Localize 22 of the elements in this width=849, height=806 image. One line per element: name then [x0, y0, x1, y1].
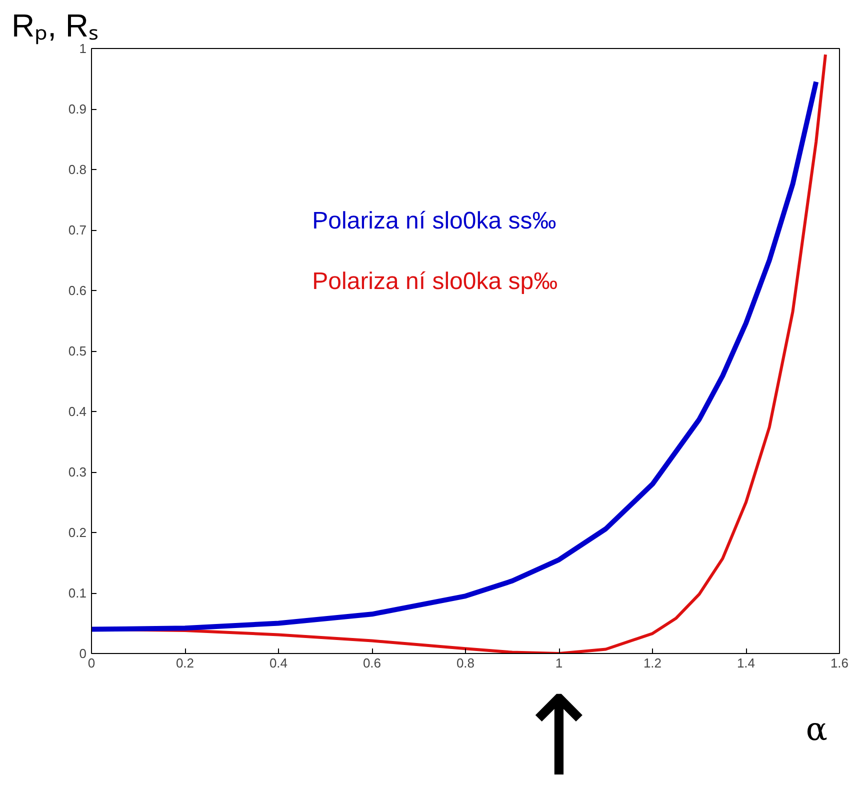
y-tick-label: 0.6 [68, 283, 87, 298]
y-tick-label: 0.1 [68, 586, 87, 600]
y-tick-label: 0.3 [68, 464, 87, 480]
x-tick-label: 1.6 [830, 656, 849, 670]
text: Polariza ní slo0ka sp‰ [312, 268, 558, 295]
x-tick-label: 0.2 [176, 656, 194, 670]
y-tick-label: 0.4 [68, 404, 87, 419]
y-tick-label: 0.9 [68, 102, 87, 116]
y-tick-label: 0.8 [68, 162, 87, 177]
y-tick-label: 0.5 [68, 344, 87, 358]
y-tick-label: 0 [79, 646, 87, 661]
text: Polariza ní slo0ka ss‰ [312, 207, 556, 234]
x-tick-label: 1.4 [736, 656, 756, 670]
x-tick-label: 0.4 [269, 656, 288, 670]
x-tick-label: 0.8 [456, 656, 475, 670]
x-tick-label: 1 [555, 656, 563, 670]
y-tick-label: 0.2 [68, 525, 87, 540]
x-axis-title: α [806, 710, 828, 748]
x-tick-label: 0.6 [362, 656, 382, 670]
y-tick-label: 0.7 [68, 222, 87, 238]
text: ↑ [512, 672, 606, 800]
x-tick-label: 1.2 [643, 656, 662, 670]
